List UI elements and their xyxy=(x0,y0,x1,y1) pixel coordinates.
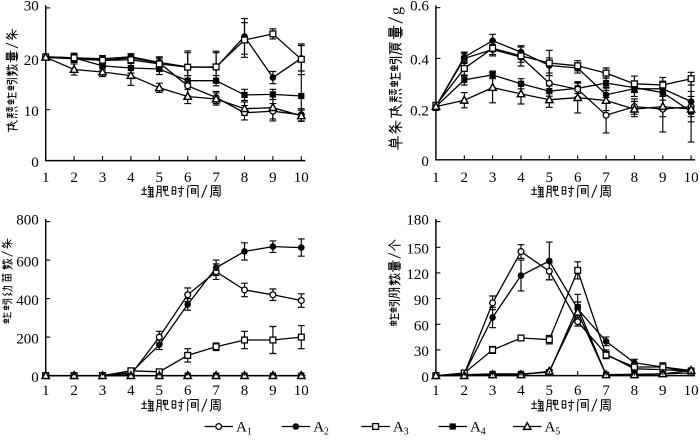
svg-text:400: 400 xyxy=(16,293,39,309)
svg-text:1: 1 xyxy=(432,170,440,186)
svg-text:A: A xyxy=(313,420,324,436)
svg-text:3: 3 xyxy=(489,383,497,399)
svg-text:10: 10 xyxy=(684,383,699,399)
svg-text:A: A xyxy=(236,420,247,436)
svg-text:6: 6 xyxy=(574,170,582,186)
svg-text:120: 120 xyxy=(406,267,429,283)
svg-text:10: 10 xyxy=(684,170,699,186)
svg-text:200: 200 xyxy=(16,331,39,347)
svg-text:A: A xyxy=(393,420,404,436)
svg-text:7: 7 xyxy=(602,383,610,399)
svg-text:8: 8 xyxy=(241,170,249,186)
svg-text:g: g xyxy=(388,7,405,15)
svg-text:6: 6 xyxy=(184,383,192,399)
svg-text:2: 2 xyxy=(461,383,469,399)
svg-text:9: 9 xyxy=(269,170,277,186)
svg-text:5: 5 xyxy=(156,383,164,399)
svg-text:2: 2 xyxy=(70,383,78,399)
svg-text:5: 5 xyxy=(546,383,554,399)
svg-text:600: 600 xyxy=(16,254,39,270)
svg-text:30: 30 xyxy=(24,0,39,15)
svg-text:0: 0 xyxy=(31,155,39,171)
svg-text:0.6: 0.6 xyxy=(410,0,429,15)
svg-text:90: 90 xyxy=(414,293,429,309)
svg-text:800: 800 xyxy=(16,212,39,228)
svg-text:60: 60 xyxy=(414,319,429,335)
svg-text:3: 3 xyxy=(404,426,409,437)
svg-text:2: 2 xyxy=(70,170,78,186)
svg-text:150: 150 xyxy=(406,242,429,258)
svg-text:9: 9 xyxy=(659,170,667,186)
svg-text:0: 0 xyxy=(421,370,429,386)
svg-text:5: 5 xyxy=(156,170,164,186)
svg-text:1: 1 xyxy=(247,426,252,437)
svg-text:5: 5 xyxy=(555,426,560,437)
svg-text:0: 0 xyxy=(31,370,39,386)
svg-text:4: 4 xyxy=(127,383,135,399)
svg-text:2: 2 xyxy=(461,170,469,186)
svg-text:10: 10 xyxy=(294,383,309,399)
svg-text:0.2: 0.2 xyxy=(410,103,429,119)
svg-text:8: 8 xyxy=(631,170,639,186)
svg-text:A: A xyxy=(545,420,556,436)
svg-text:6: 6 xyxy=(574,383,582,399)
svg-text:1: 1 xyxy=(432,383,440,399)
svg-text:8: 8 xyxy=(241,383,249,399)
svg-text:30: 30 xyxy=(414,344,429,360)
svg-text:8: 8 xyxy=(631,383,639,399)
svg-text:6: 6 xyxy=(184,170,192,186)
svg-text:3: 3 xyxy=(99,170,107,186)
svg-text:9: 9 xyxy=(659,383,667,399)
svg-text:4: 4 xyxy=(517,170,525,186)
svg-text:2: 2 xyxy=(324,426,329,437)
svg-text:4: 4 xyxy=(481,426,486,437)
svg-text:0: 0 xyxy=(421,154,429,170)
svg-text:A: A xyxy=(470,420,481,436)
svg-text:7: 7 xyxy=(212,383,220,399)
svg-text:0.4: 0.4 xyxy=(410,53,429,69)
svg-text:10: 10 xyxy=(24,104,39,120)
svg-text:10: 10 xyxy=(294,170,309,186)
svg-text:3: 3 xyxy=(99,383,107,399)
svg-text:20: 20 xyxy=(24,53,39,69)
svg-text:9: 9 xyxy=(269,383,277,399)
svg-text:7: 7 xyxy=(602,170,610,186)
svg-text:4: 4 xyxy=(127,170,135,186)
svg-text:1: 1 xyxy=(42,383,50,399)
svg-text:180: 180 xyxy=(406,212,429,228)
svg-text:1: 1 xyxy=(42,170,50,186)
svg-text:7: 7 xyxy=(212,170,220,186)
svg-text:3: 3 xyxy=(489,170,497,186)
svg-text:5: 5 xyxy=(546,170,554,186)
svg-text:4: 4 xyxy=(517,383,525,399)
